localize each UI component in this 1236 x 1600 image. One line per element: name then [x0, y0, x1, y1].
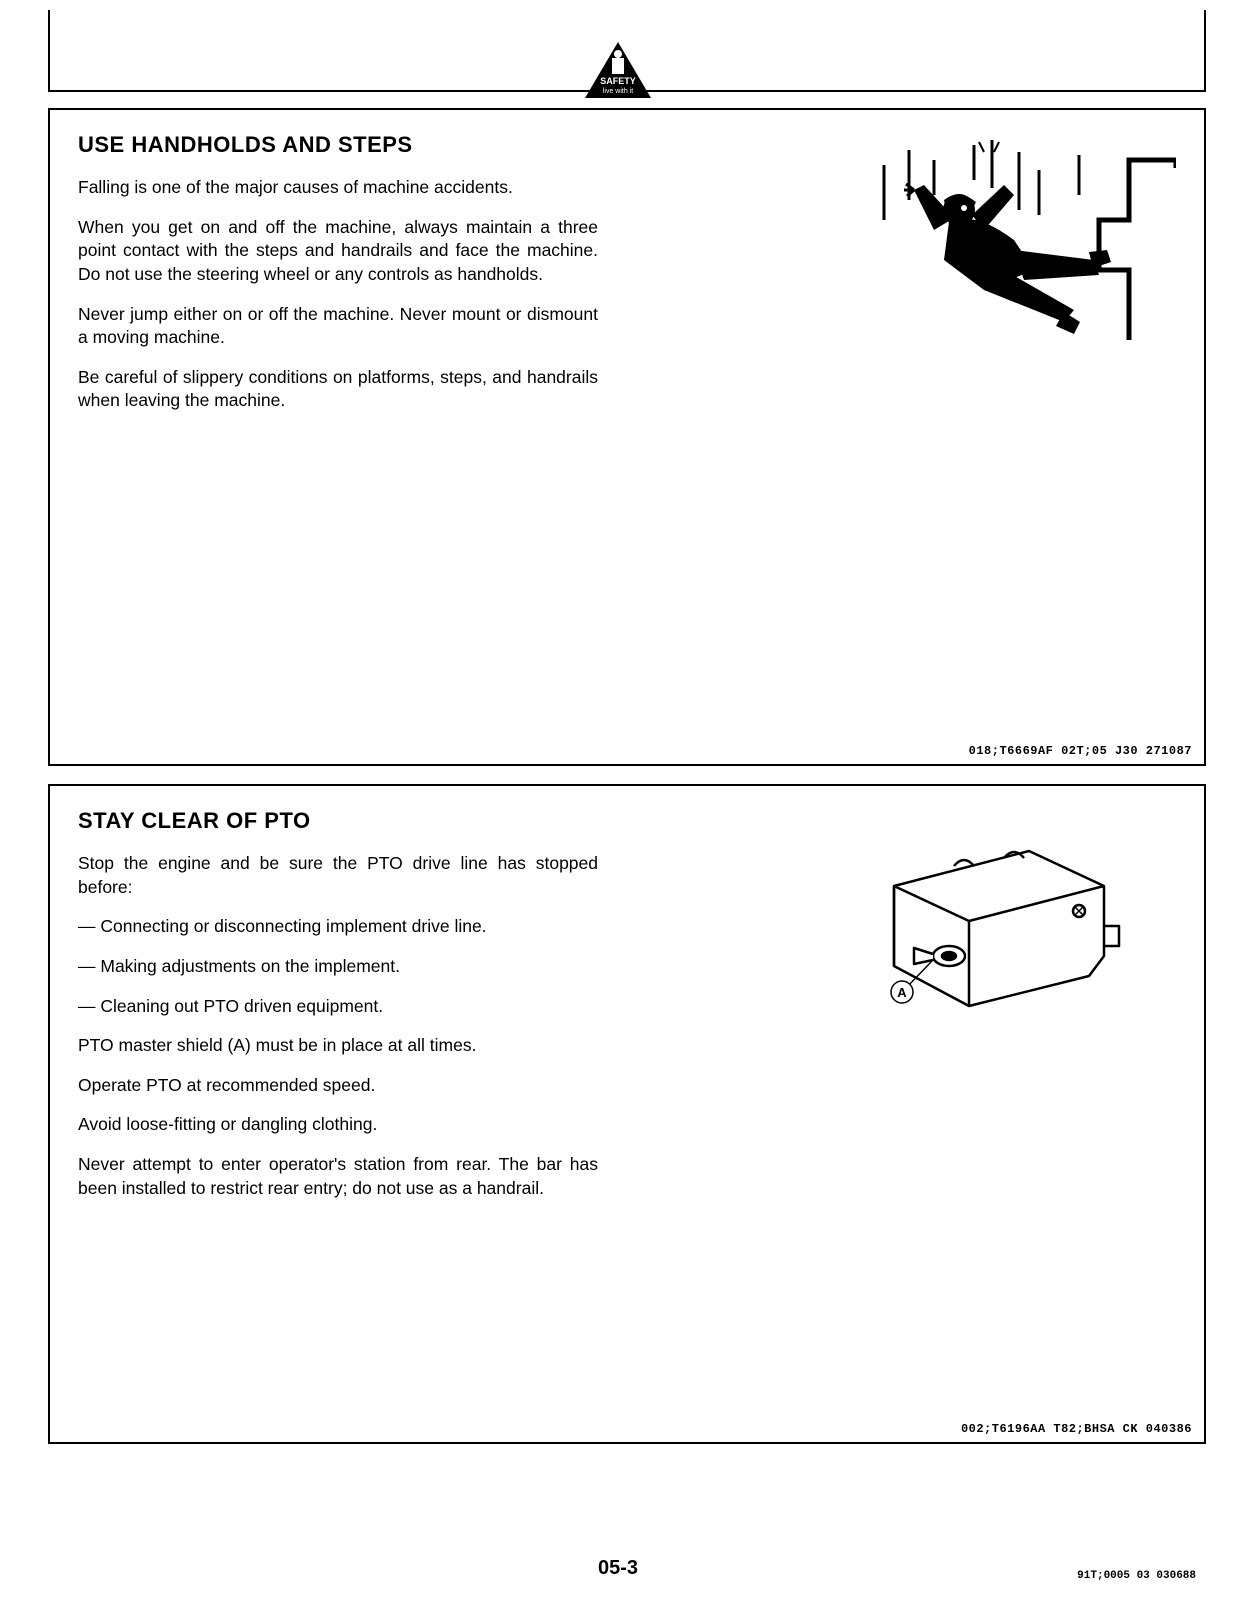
section2-bullet-1: — Connecting or disconnecting implement … [78, 915, 598, 939]
section2-heading: STAY CLEAR OF PTO [78, 808, 1176, 834]
page: SAFETY live with it USE HANDHOLDS AND ST… [0, 0, 1236, 1600]
section2-rear: Never attempt to enter operator's statio… [78, 1153, 598, 1200]
safety-badge-icon: SAFETY live with it [583, 40, 653, 100]
footer-code: 91T;0005 03 030688 [1077, 1570, 1196, 1582]
callout-label-a: A [897, 985, 907, 1000]
falling-person-icon [864, 140, 1176, 340]
top-frame-right [1204, 10, 1206, 90]
section2-shield: PTO master shield (A) must be in place a… [78, 1034, 598, 1058]
section2-bullet-2: — Making adjustments on the implement. [78, 955, 598, 979]
section1-p4: Be careful of slippery conditions on pla… [78, 366, 598, 413]
section-handholds: USE HANDHOLDS AND STEPS Falling is one o… [48, 108, 1206, 766]
section1-text: Falling is one of the major causes of ma… [78, 176, 598, 413]
pto-shield-icon: A [854, 836, 1144, 1016]
badge-top-text: SAFETY [600, 76, 636, 86]
section1-ref-code: 018;T6669AF 02T;05 J30 271087 [969, 744, 1192, 758]
section-pto: STAY CLEAR OF PTO Stop the engine and be… [48, 784, 1206, 1444]
section2-text: Stop the engine and be sure the PTO driv… [78, 852, 598, 1200]
top-frame-left [48, 10, 50, 90]
section1-p2: When you get on and off the machine, alw… [78, 216, 598, 287]
section2-speed: Operate PTO at recommended speed. [78, 1074, 598, 1098]
badge-bottom-text: live with it [603, 88, 633, 95]
page-number: 05-3 [598, 1557, 638, 1580]
section2-intro: Stop the engine and be sure the PTO driv… [78, 852, 598, 899]
section2-bullet-3: — Cleaning out PTO driven equipment. [78, 995, 598, 1019]
section2-clothing: Avoid loose-fitting or dangling clothing… [78, 1113, 598, 1137]
section1-p3: Never jump either on or off the machine.… [78, 303, 598, 350]
section2-ref-code: 002;T6196AA T82;BHSA CK 040386 [961, 1422, 1192, 1436]
section1-p1: Falling is one of the major causes of ma… [78, 176, 598, 200]
